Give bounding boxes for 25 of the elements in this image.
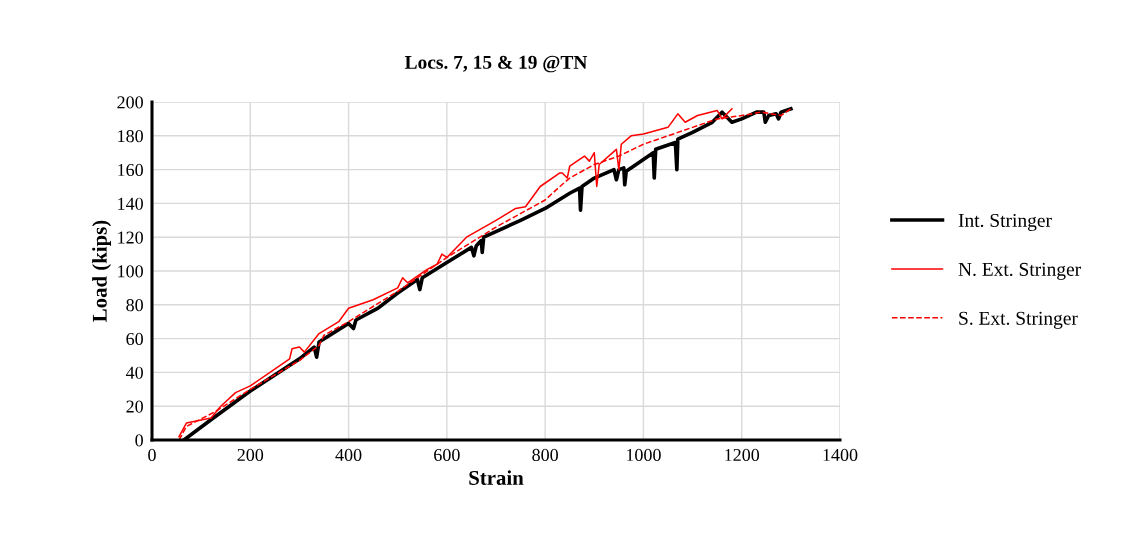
y-tick-label: 0 (135, 434, 143, 447)
x-tick-label: 600 (434, 448, 460, 462)
legend-label: Int. Stringer (958, 213, 1052, 231)
y-tick-label: 140 (118, 197, 143, 210)
chart-title: Locs. 7, 15 & 19 @TN (404, 55, 588, 73)
x-tick-label: 200 (237, 448, 264, 462)
y-tick-label: 160 (118, 163, 143, 177)
legend-label: S. Ext. Stringer (959, 311, 1078, 329)
x-tick-label: 800 (532, 448, 558, 462)
y-tick-label: 200 (117, 96, 143, 109)
y-tick-label: 40 (125, 366, 143, 379)
y-tick-label: 120 (118, 231, 143, 244)
x-tick-label: 1200 (725, 448, 760, 462)
x-tick-label: 0 (148, 448, 156, 462)
y-tick-label: 180 (118, 130, 143, 143)
x-axis-title: Strain (469, 470, 524, 485)
legend-label: N. Ext. Stringer (958, 262, 1081, 280)
y-tick-label: 20 (126, 400, 143, 413)
y-tick-label: 80 (126, 299, 143, 312)
x-tick-label: 400 (335, 448, 362, 462)
y-tick-label: 60 (126, 332, 143, 346)
x-tick-label: 1000 (626, 448, 661, 462)
y-tick-label: 100 (118, 265, 143, 278)
y-axis-title: Load (kips) (92, 220, 112, 322)
x-tick-label: 1400 (823, 448, 858, 462)
